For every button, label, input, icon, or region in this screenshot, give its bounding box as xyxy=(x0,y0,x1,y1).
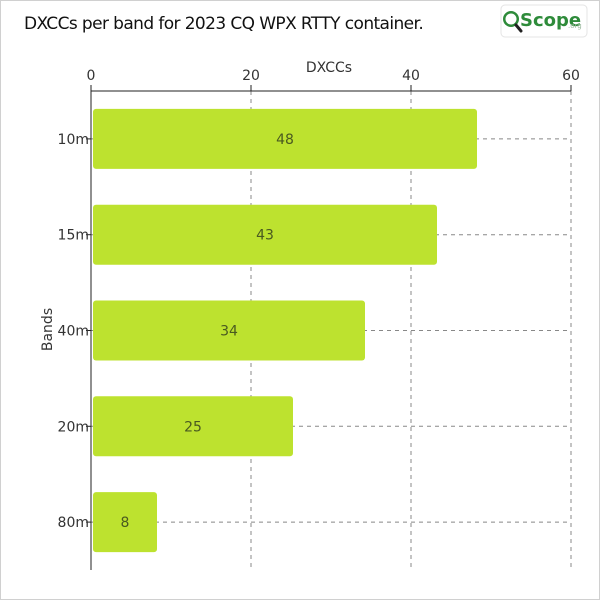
logo-suffix: .org xyxy=(568,22,582,30)
x-tick-label-1: 20 xyxy=(242,68,260,84)
logo-text: Scope xyxy=(520,10,581,31)
y-tick-label-20m: 20m xyxy=(58,419,89,435)
y-axis-title: Bands xyxy=(40,308,56,351)
labels: 48 43 34 25 8 0 20 40 60 10m 15m 40m 20m 80m DXCCs Band… xyxy=(40,60,580,531)
x-tick-label-3: 60 xyxy=(562,68,580,84)
y-tick-label-80m: 80m xyxy=(58,515,89,531)
chart-title: DXCCs per band for 2023 CQ WPX RTTY cont… xyxy=(24,14,424,34)
bar-10m xyxy=(93,108,477,169)
y-tick-label-40m: 40m xyxy=(58,324,89,340)
bars xyxy=(93,108,477,553)
data-label-20m: 25 xyxy=(184,419,202,435)
bar-20m xyxy=(93,396,293,457)
bar-40m xyxy=(93,300,365,361)
bar-80m xyxy=(93,492,157,553)
x-axis-title: DXCCs xyxy=(306,60,352,76)
y-tick-label-15m: 15m xyxy=(58,228,89,244)
data-label-15m: 43 xyxy=(256,228,274,244)
x-tick-label-2: 40 xyxy=(402,68,420,84)
x-tick-label-0: 0 xyxy=(87,68,96,84)
y-tick-label-10m: 10m xyxy=(58,132,89,148)
data-label-10m: 48 xyxy=(276,132,294,148)
axes xyxy=(86,85,572,570)
data-label-80m: 8 xyxy=(121,515,130,531)
bar-15m xyxy=(93,204,437,265)
logo: Scope .org xyxy=(500,4,588,38)
data-label-40m: 34 xyxy=(220,324,238,340)
magnifier-icon xyxy=(503,11,523,33)
